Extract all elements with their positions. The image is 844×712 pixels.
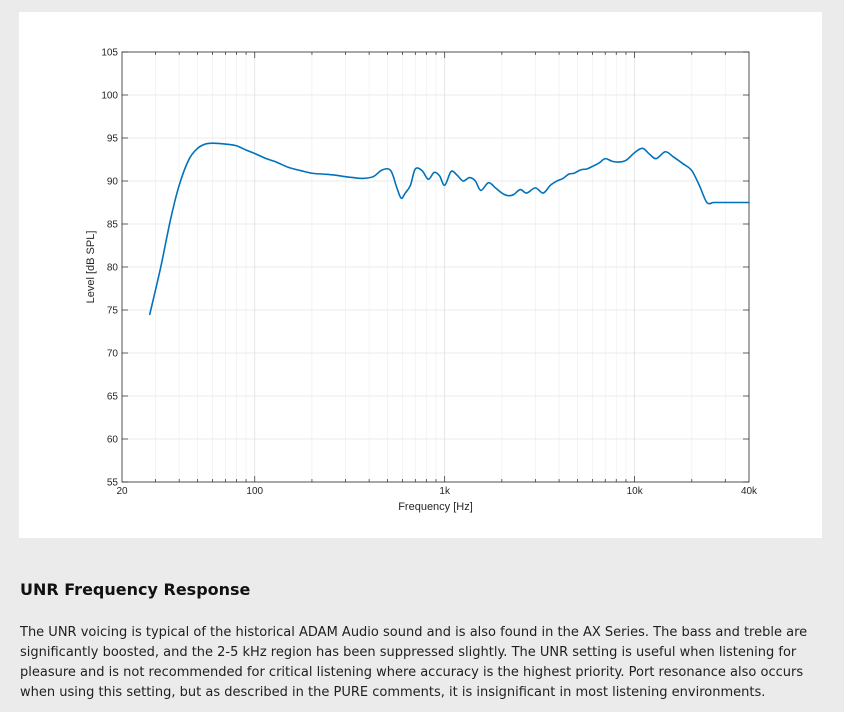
y-tick-label: 80	[107, 263, 119, 274]
x-axis-title: Frequency [Hz]	[398, 501, 473, 513]
section-title: UNR Frequency Response	[20, 580, 251, 599]
chart-svg: 55 60 65 70 75 80 85 90 95 100 105 20 100 1k 10k 40k Fr…	[85, 48, 758, 514]
tick-labels: 55 60 65 70 75 80 85 90 95 100 105 20 100 1k 10k 40k	[101, 48, 758, 498]
frequency-response-chart: 55 60 65 70 75 80 85 90 95 100 105 20 100 1k 10k 40k Fr…	[19, 12, 822, 538]
y-tick-label: 70	[107, 349, 119, 360]
y-tick-label: 105	[101, 48, 118, 59]
y-tick-label: 65	[107, 392, 119, 403]
y-axis-title: Level [dB SPL]	[85, 231, 97, 304]
x-tick-label: 20	[116, 486, 128, 497]
x-tick-label: 1k	[439, 486, 451, 497]
grid-lines	[122, 52, 749, 482]
y-tick-label: 100	[101, 91, 118, 102]
section-description: The UNR voicing is typical of the histor…	[20, 625, 808, 700]
x-tick-label: 100	[246, 486, 263, 497]
y-tick-label: 90	[107, 177, 119, 188]
y-tick-label: 85	[107, 220, 119, 231]
x-tick-label: 40k	[741, 486, 758, 497]
y-tick-label: 60	[107, 435, 119, 446]
y-tick-label: 55	[107, 478, 119, 489]
axis-ticks	[122, 51, 749, 483]
series-line	[148, 142, 750, 316]
y-tick-label: 95	[107, 134, 119, 145]
x-tick-label: 10k	[627, 486, 644, 497]
y-tick-label: 75	[107, 306, 119, 317]
